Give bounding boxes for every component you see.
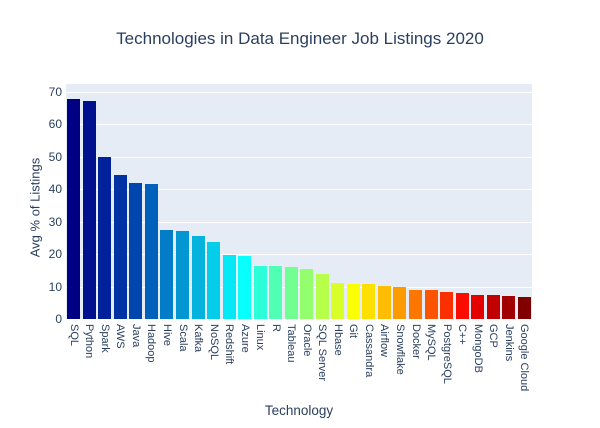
bar-google-cloud[interactable] [517, 297, 531, 319]
x-tick-python: Python [83, 324, 96, 359]
x-tick-snowflake: Snowflake [393, 324, 406, 375]
x-tick-hbase: Hbase [331, 324, 344, 356]
x-tick-r: R [269, 324, 282, 332]
y-tick-50: 50 [48, 149, 62, 164]
bar-oracle[interactable] [300, 269, 314, 319]
x-tick-airflow: Airflow [378, 324, 391, 358]
x-tick-sql-server: SQL Server [316, 324, 329, 382]
bar-postgresql[interactable] [440, 292, 454, 319]
bar-redshift[interactable] [222, 254, 236, 319]
x-tick-java: Java [129, 324, 142, 348]
bar-spark[interactable] [98, 156, 112, 319]
x-tick-google-cloud: Google Cloud [518, 324, 531, 392]
x-tick-sql: SQL [67, 324, 80, 347]
x-tick-azure: Azure [238, 324, 251, 353]
bar-jenkins[interactable] [502, 295, 516, 319]
bar-kafka[interactable] [191, 235, 205, 319]
bar-linux[interactable] [253, 265, 267, 319]
bar-python[interactable] [82, 100, 96, 319]
x-tick-docker: Docker [409, 324, 422, 359]
bar-c-[interactable] [455, 292, 469, 319]
x-tick-oracle: Oracle [300, 324, 313, 357]
x-tick-mongodb: MongoDB [471, 324, 484, 373]
chart-title: Technologies in Data Engineer Job Listin… [116, 29, 484, 48]
x-tick-cassandra: Cassandra [362, 324, 375, 378]
y-tick-20: 20 [48, 247, 62, 261]
bar-docker[interactable] [409, 289, 422, 319]
y-tick-40: 40 [48, 182, 62, 196]
gridline-70 [66, 91, 532, 93]
bar-sql[interactable] [67, 98, 81, 319]
x-tick-linux: Linux [254, 324, 267, 351]
bar-hive[interactable] [160, 229, 174, 319]
y-tick-0: 0 [55, 312, 62, 326]
bar-mysql[interactable] [424, 290, 438, 319]
y-tick-60: 60 [48, 117, 62, 131]
x-tick-c-: C++ [456, 324, 469, 345]
bar-airflow[interactable] [377, 285, 391, 319]
x-tick-aws: AWS [114, 324, 127, 349]
bar-hadoop[interactable] [144, 184, 158, 319]
bar-java[interactable] [129, 183, 143, 319]
bar-aws[interactable] [113, 175, 127, 319]
x-axis-title: Technology [264, 403, 334, 418]
x-tick-kafka: Kafka [192, 324, 205, 353]
plot-area [66, 84, 532, 319]
bar-scala[interactable] [176, 231, 189, 319]
y-tick-10: 10 [48, 279, 62, 294]
gridline-10 [66, 286, 532, 288]
gridline-60 [66, 124, 532, 125]
x-tick-tableau: Tableau [285, 324, 298, 363]
x-tick-redshift: Redshift [223, 324, 236, 365]
bar-nosql[interactable] [207, 241, 221, 319]
gridline-50 [66, 156, 532, 158]
x-tick-git: Git [347, 324, 360, 339]
x-tick-scala: Scala [176, 324, 189, 352]
x-tick-spark: Spark [98, 324, 111, 353]
y-tick-70: 70 [48, 84, 62, 99]
x-tick-mysql: MySQL [425, 324, 438, 361]
x-tick-postgresql: PostgreSQL [440, 324, 453, 384]
bar-sql-server[interactable] [315, 273, 329, 319]
bar-snowflake[interactable] [393, 287, 407, 319]
x-tick-jenkins: Jenkins [502, 324, 515, 362]
x-tick-nosql: NoSQL [207, 324, 220, 361]
bar-r[interactable] [269, 266, 283, 319]
x-tick-hive: Hive [160, 324, 173, 347]
bar-azure[interactable] [238, 255, 252, 319]
x-tick-gcp: GCP [487, 324, 500, 348]
gridline-30 [66, 221, 532, 223]
bar-mongodb[interactable] [471, 294, 485, 319]
bar-hbase[interactable] [331, 282, 345, 319]
bar-cassandra[interactable] [362, 283, 376, 319]
x-tick-hadoop: Hadoop [145, 324, 158, 363]
y-tick-30: 30 [48, 214, 62, 229]
gridline-40 [66, 189, 532, 190]
bar-tableau[interactable] [284, 267, 298, 319]
gridline-20 [66, 254, 532, 255]
bar-git[interactable] [346, 283, 360, 319]
bar-gcp[interactable] [486, 294, 500, 319]
